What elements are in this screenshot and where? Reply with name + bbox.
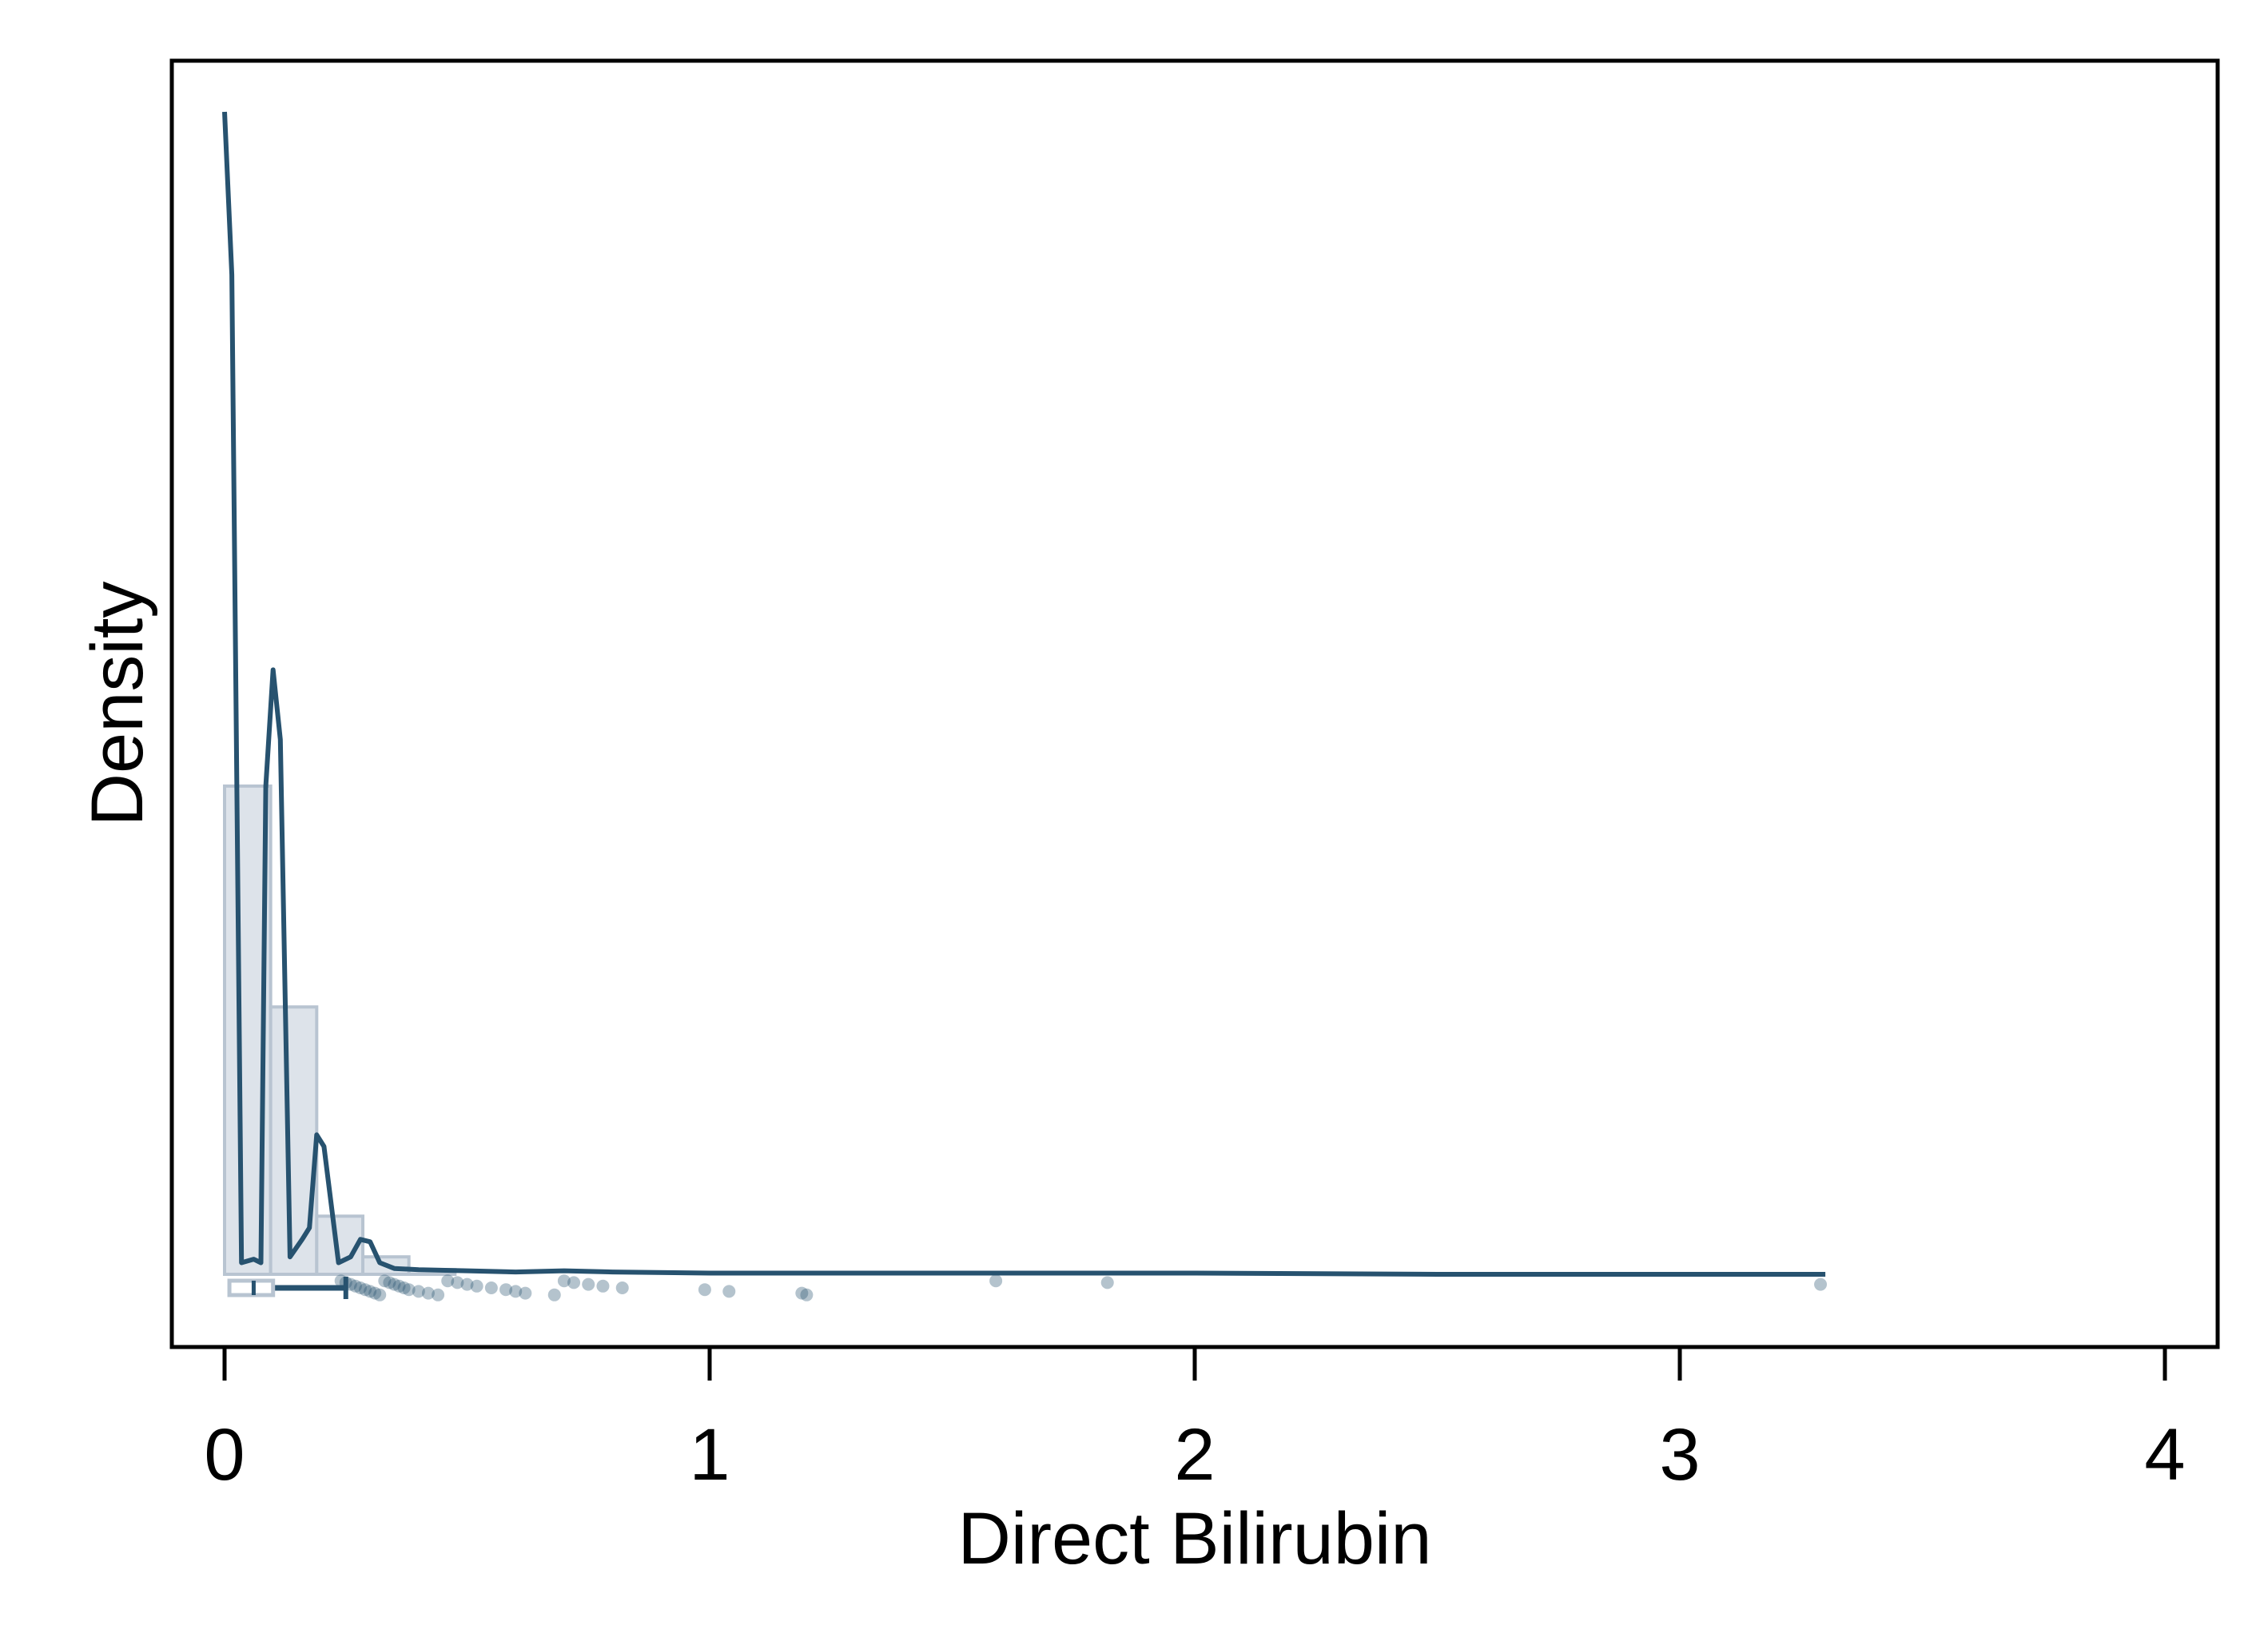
data-point [421,1286,435,1300]
x-tick-label-2: 2 [1174,1414,1215,1496]
data-point [397,1281,411,1294]
data-point [1814,1277,1828,1291]
data-point [484,1281,498,1294]
y-axis-label: Density [77,582,158,827]
x-tick-label-3: 3 [1659,1414,1700,1496]
data-points [334,1274,1828,1301]
data-point [509,1285,523,1298]
data-point [615,1281,629,1294]
density-curve [222,111,1826,1277]
x-axis-label: Direct Bilirubin [957,1498,1431,1579]
boxplot [227,1277,348,1299]
data-point [698,1283,711,1297]
data-point [378,1274,392,1288]
data-point [557,1274,571,1288]
data-point [470,1279,483,1293]
data-point [388,1277,401,1291]
data-point [364,1285,377,1298]
data-point [412,1285,425,1298]
data-point [441,1274,455,1288]
data-point [460,1277,474,1291]
data-point [383,1276,396,1289]
data-point [800,1288,814,1301]
x-tick-label-0: 0 [204,1414,245,1496]
data-point [795,1286,809,1300]
data-point [353,1281,367,1294]
data-point [1100,1276,1114,1289]
data-point [567,1276,581,1289]
data-point [989,1274,1003,1288]
data-point [348,1279,362,1293]
data-point [519,1286,532,1300]
data-point [339,1276,352,1289]
data-point [432,1288,445,1301]
boxplot-box [227,1278,276,1297]
data-point [499,1283,513,1297]
data-point [596,1279,610,1293]
density-line [222,111,1826,1277]
data-point [451,1276,464,1289]
data-point [373,1288,387,1301]
data-point [582,1277,595,1291]
data-point [344,1277,357,1291]
data-point [368,1286,382,1300]
x-axis: 0 1 2 3 4 [204,1347,2186,1496]
data-point [392,1279,406,1293]
data-point [359,1283,372,1297]
x-tick-label-4: 4 [2144,1414,2185,1496]
data-point [722,1285,736,1298]
data-point [334,1274,348,1288]
data-point [402,1283,416,1297]
histogram-bar-2 [269,1005,319,1276]
data-point [547,1288,561,1301]
x-tick-label-1: 1 [689,1414,730,1496]
